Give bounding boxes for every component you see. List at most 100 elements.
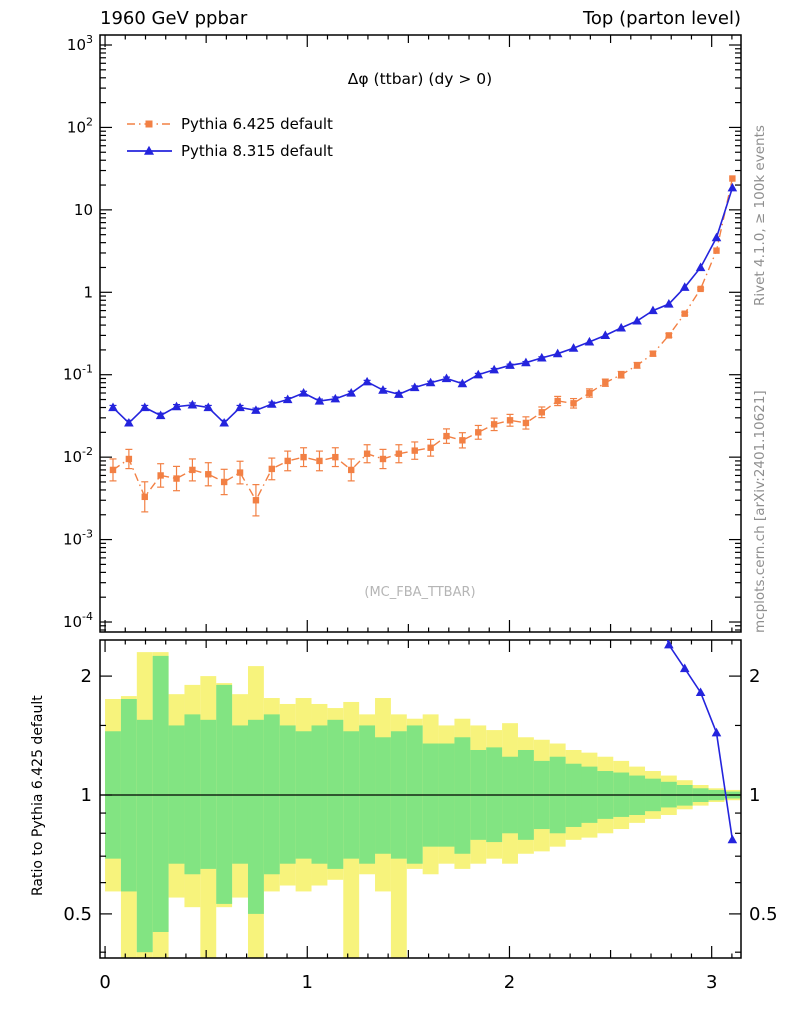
legend-marker-square	[145, 120, 153, 128]
ratio-marker-triangle	[695, 687, 706, 697]
legend-label-1: Pythia 8.315 default	[181, 142, 333, 160]
marker-square	[395, 450, 403, 457]
marker-square	[332, 453, 339, 461]
marker-square	[173, 475, 180, 482]
marker-square	[554, 397, 561, 405]
marker-triangle	[664, 299, 674, 308]
y-tick-label: 10-4	[63, 610, 93, 631]
marker-square	[157, 472, 164, 479]
marker-triangle	[298, 388, 309, 397]
marker-triangle	[235, 402, 245, 412]
marker-square	[713, 247, 720, 254]
ratio-tick-label-right: 0.5	[749, 904, 778, 925]
series-1	[108, 182, 738, 427]
ratio-bands	[105, 652, 741, 958]
green-band-bin	[184, 714, 201, 875]
ratio-marker-triangle	[727, 834, 738, 844]
y-tick-label: 10-2	[63, 445, 93, 466]
marker-triangle	[695, 262, 706, 272]
marker-square	[189, 466, 196, 474]
marker-triangle	[108, 402, 118, 412]
marker-triangle	[632, 315, 642, 325]
marker-triangle	[616, 322, 627, 332]
marker-triangle	[505, 360, 515, 369]
marker-square	[443, 432, 450, 440]
legend-label-0: Pythia 6.425 default	[181, 115, 333, 133]
marker-triangle	[394, 389, 404, 398]
marker-triangle	[568, 343, 579, 352]
marker-triangle	[727, 182, 738, 192]
y-tick-label: 10-1	[63, 363, 93, 384]
marker-triangle	[187, 399, 198, 409]
marker-triangle	[536, 352, 547, 362]
marker-square	[348, 466, 355, 474]
ratio-tick-label-left: 2	[81, 666, 92, 687]
marker-triangle	[219, 417, 229, 427]
marker-square	[236, 469, 244, 476]
marker-triangle	[473, 369, 484, 379]
marker-square	[141, 493, 148, 501]
marker-square	[633, 362, 641, 369]
marker-square	[729, 175, 736, 182]
main-panel-border	[99, 34, 742, 633]
series-line-1	[112, 187, 734, 425]
axis-ticks	[100, 35, 741, 958]
header-right: Top (parton level)	[582, 8, 741, 29]
ratio-marker-triangle	[664, 640, 674, 649]
marker-square	[427, 444, 434, 451]
series-line-0	[112, 178, 734, 502]
ratio-marker-triangle	[711, 727, 722, 737]
marker-triangle	[171, 401, 182, 411]
marker-triangle	[282, 394, 293, 404]
marker-square	[506, 417, 514, 424]
marker-triangle	[679, 282, 690, 291]
green-band-bin	[263, 714, 280, 875]
marker-square	[125, 455, 133, 463]
marker-triangle	[441, 373, 452, 383]
green-band-bin	[152, 655, 169, 932]
marker-triangle	[584, 336, 595, 346]
marker-square	[649, 350, 657, 357]
marker-square	[363, 450, 371, 457]
legend: Pythia 6.425 default Pythia 8.315 default	[127, 115, 333, 160]
marker-triangle	[346, 388, 357, 397]
watermark: (MC_FBA_TTBAR)	[364, 585, 475, 600]
series-0	[109, 175, 736, 517]
marker-square	[284, 457, 291, 465]
marker-square	[205, 471, 212, 478]
marker-triangle	[457, 378, 468, 388]
marker-triangle	[139, 402, 150, 412]
marker-square	[570, 400, 577, 407]
y-tick-label: 103	[67, 33, 93, 54]
header-left: 1960 GeV ppbar	[100, 8, 248, 29]
ratio-panel-border	[99, 639, 742, 959]
marker-triangle	[600, 330, 611, 339]
marker-triangle	[648, 305, 658, 315]
marker-triangle	[409, 382, 420, 392]
marker-triangle	[378, 385, 388, 394]
marker-square	[411, 447, 418, 454]
x-tick-label: 0	[99, 972, 110, 993]
marker-triangle	[251, 405, 261, 414]
plot-title: Δφ (ttbar) (dy > 0)	[348, 70, 492, 88]
ratio-tick-label-left: 0.5	[63, 904, 92, 925]
marker-triangle	[711, 232, 722, 242]
marker-square	[490, 421, 498, 428]
marker-square	[681, 310, 688, 317]
y-tick-label: 10-3	[63, 528, 93, 549]
y-tick-label: 102	[67, 115, 93, 136]
marker-square	[109, 466, 117, 474]
x-tick-label: 1	[302, 972, 313, 993]
ratio-tick-label-left: 1	[81, 785, 92, 806]
ratio-tick-label-right: 2	[749, 666, 760, 687]
x-tick-label: 3	[706, 972, 717, 993]
marker-square	[475, 429, 482, 436]
y-tick-label: 10	[74, 201, 93, 219]
marker-square	[665, 332, 673, 339]
marker-square	[252, 497, 260, 504]
marker-square	[538, 409, 545, 416]
marker-triangle	[314, 395, 325, 405]
marker-square	[268, 465, 276, 473]
marker-triangle	[489, 364, 499, 374]
